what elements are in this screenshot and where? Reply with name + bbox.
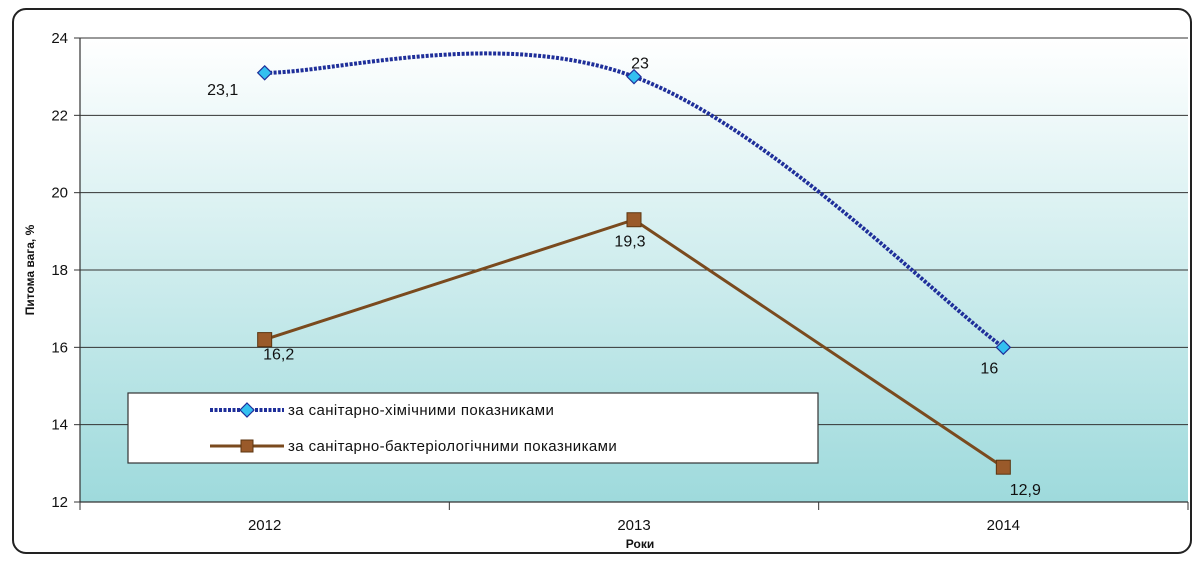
legend: за санітарно-хімічними показниками за са…: [127, 392, 819, 464]
y-tick-labels: 12 14 16 18 20 22 24: [51, 30, 68, 511]
y-tick-label-12: 12: [51, 494, 68, 511]
y-tick-label-20: 20: [51, 185, 68, 202]
y-tick-label-22: 22: [51, 107, 68, 124]
y-tick-label-24: 24: [51, 30, 68, 47]
series-markers: [256, 64, 1012, 475]
data-label-series-2-2014: 12,9: [1010, 482, 1041, 499]
data-label-series-2-2012: 16,2: [263, 347, 294, 364]
marker-series-2-2014: [995, 459, 1011, 475]
y-tick-label-18: 18: [51, 262, 68, 279]
axes: [74, 37, 1189, 510]
legend-marker-series-1: [239, 402, 255, 418]
y-tick-label-14: 14: [51, 417, 68, 434]
x-tick-label-2013: 2013: [617, 517, 650, 534]
marker-series-1-2014: [995, 339, 1012, 356]
gridlines: [80, 37, 1188, 426]
data-label-series-1-2013: 23: [631, 56, 649, 73]
x-tick-labels: 2012 2013 2014: [248, 517, 1020, 534]
series-line-1: [264, 51, 1005, 349]
legend-marker-series-2: [240, 439, 254, 453]
data-label-series-1-2014: 16: [980, 360, 998, 377]
legend-label-series-1: за санітарно-хімічними показниками: [288, 402, 554, 419]
legend-label-series-2: за санітарно-бактеріологічними показника…: [288, 438, 617, 455]
y-tick-label-16: 16: [51, 339, 68, 356]
x-tick-label-2012: 2012: [248, 517, 281, 534]
marker-series-1-2013: [626, 68, 642, 85]
y-axis-title: Питома вага, %: [23, 224, 37, 315]
x-axis-title: Роки: [626, 537, 654, 551]
data-label-series-1-2012: 23,1: [207, 82, 238, 99]
marker-series-2-2012: [257, 332, 273, 348]
data-label-series-2-2013: 19,3: [614, 234, 645, 251]
marker-series-2-2013: [626, 212, 642, 228]
data-labels: 23,1 23 16 16,2 19,3 12,9: [207, 56, 1041, 500]
x-tick-label-2014: 2014: [987, 517, 1020, 534]
marker-series-1-2012: [256, 64, 273, 81]
